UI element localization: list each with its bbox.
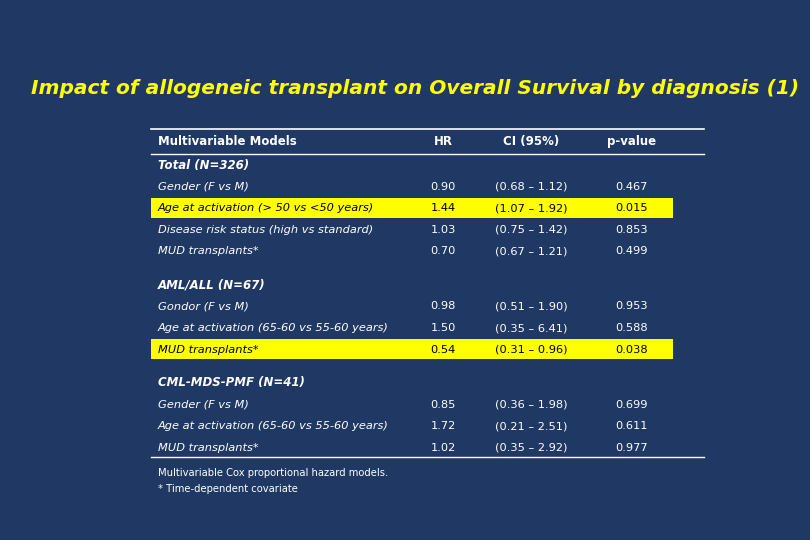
Text: 0.90: 0.90 — [431, 181, 456, 192]
Text: 1.03: 1.03 — [431, 225, 456, 235]
Text: (0.35 – 6.41): (0.35 – 6.41) — [495, 323, 568, 333]
Text: (0.21 – 2.51): (0.21 – 2.51) — [495, 421, 568, 431]
Text: * Time-dependent covariate: * Time-dependent covariate — [158, 484, 297, 494]
Text: Gender (F vs M): Gender (F vs M) — [158, 181, 249, 192]
Text: 0.85: 0.85 — [431, 400, 456, 409]
Bar — [151, 339, 672, 359]
Text: 0.54: 0.54 — [431, 345, 456, 355]
Text: Age at activation (65-60 vs 55-60 years): Age at activation (65-60 vs 55-60 years) — [158, 323, 389, 333]
Text: HR: HR — [434, 135, 453, 148]
Text: Age at activation (65-60 vs 55-60 years): Age at activation (65-60 vs 55-60 years) — [158, 421, 389, 431]
Text: (0.68 – 1.12): (0.68 – 1.12) — [495, 181, 568, 192]
Text: 1.02: 1.02 — [431, 443, 456, 453]
Text: (0.51 – 1.90): (0.51 – 1.90) — [495, 301, 568, 312]
Text: 1.50: 1.50 — [431, 323, 456, 333]
Text: 1.72: 1.72 — [431, 421, 456, 431]
Text: 0.038: 0.038 — [616, 345, 648, 355]
Text: Multivariable Cox proportional hazard models.: Multivariable Cox proportional hazard mo… — [158, 468, 388, 478]
Text: 0.611: 0.611 — [616, 421, 648, 431]
Text: 0.467: 0.467 — [616, 181, 648, 192]
Text: Gondor (F vs M): Gondor (F vs M) — [158, 301, 249, 312]
Text: (0.67 – 1.21): (0.67 – 1.21) — [495, 246, 568, 256]
Text: 0.499: 0.499 — [616, 246, 648, 256]
Text: AML/ALL (N=67): AML/ALL (N=67) — [158, 278, 266, 291]
Text: (0.35 – 2.92): (0.35 – 2.92) — [495, 443, 568, 453]
Text: 1.44: 1.44 — [431, 203, 456, 213]
Text: MUD transplants*: MUD transplants* — [158, 246, 258, 256]
Text: Gender (F vs M): Gender (F vs M) — [158, 400, 249, 409]
Text: 0.977: 0.977 — [616, 443, 648, 453]
Text: (0.31 – 0.96): (0.31 – 0.96) — [495, 345, 568, 355]
Bar — [151, 198, 672, 218]
Text: CML-MDS-PMF (N=41): CML-MDS-PMF (N=41) — [158, 376, 305, 389]
Text: 0.853: 0.853 — [616, 225, 648, 235]
Text: 0.699: 0.699 — [616, 400, 648, 409]
Text: Multivariable Models: Multivariable Models — [158, 135, 296, 148]
Text: p-value: p-value — [608, 135, 656, 148]
Text: MUD transplants*: MUD transplants* — [158, 443, 258, 453]
Text: (1.07 – 1.92): (1.07 – 1.92) — [495, 203, 568, 213]
Text: 0.98: 0.98 — [431, 301, 456, 312]
Text: MUD transplants*: MUD transplants* — [158, 345, 258, 355]
Text: 0.588: 0.588 — [616, 323, 648, 333]
Text: CI (95%): CI (95%) — [503, 135, 560, 148]
Text: Impact of allogeneic transplant on Overall Survival by diagnosis (1): Impact of allogeneic transplant on Overa… — [31, 79, 799, 98]
Text: (0.75 – 1.42): (0.75 – 1.42) — [495, 225, 568, 235]
Text: Disease risk status (high vs standard): Disease risk status (high vs standard) — [158, 225, 373, 235]
Text: 0.70: 0.70 — [431, 246, 456, 256]
Text: 0.015: 0.015 — [616, 203, 648, 213]
Text: Age at activation (> 50 vs <50 years): Age at activation (> 50 vs <50 years) — [158, 203, 374, 213]
Text: Total (N=326): Total (N=326) — [158, 159, 249, 172]
Text: (0.36 – 1.98): (0.36 – 1.98) — [495, 400, 568, 409]
Text: 0.953: 0.953 — [616, 301, 648, 312]
